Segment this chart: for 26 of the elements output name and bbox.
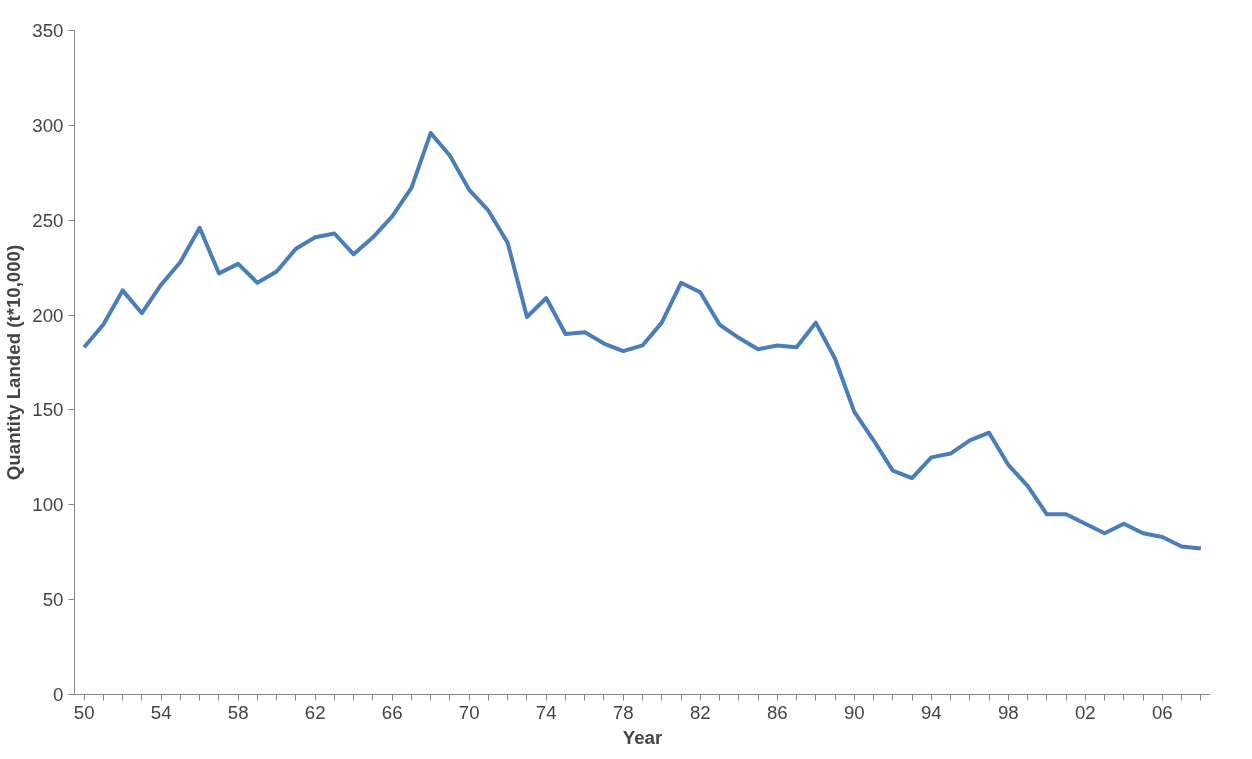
x-tick-label: 50 — [73, 701, 95, 723]
x-tick-label: 62 — [304, 701, 326, 723]
y-tick-label: 350 — [32, 20, 64, 41]
y-tick-label: 200 — [32, 304, 64, 326]
x-tick-label: 54 — [150, 701, 172, 723]
x-tick-label: 66 — [381, 701, 403, 723]
x-tick-label: 94 — [920, 701, 942, 723]
y-tick-label: 50 — [42, 589, 64, 611]
line-series — [82, 130, 1203, 551]
y-axis-title: Quantity Landed (t*10,000) — [3, 244, 25, 481]
y-tick-label: 100 — [32, 494, 64, 516]
x-tick-label: 82 — [689, 701, 711, 723]
y-tick-label: 0 — [53, 684, 64, 705]
x-tick-label: 06 — [1151, 701, 1173, 723]
x-tick-label: 74 — [535, 701, 557, 723]
y-tick-label: 250 — [32, 209, 64, 231]
x-tick-label: 78 — [612, 701, 634, 723]
x-tick-label: 70 — [458, 701, 480, 723]
y-tick-label: 150 — [32, 399, 64, 421]
x-axis-title: Year — [622, 726, 663, 748]
x-tick-label: 58 — [227, 701, 249, 723]
x-tick-label: 90 — [843, 701, 865, 723]
y-tick-label: 300 — [32, 114, 64, 136]
x-tick-label: 86 — [766, 701, 788, 723]
x-tick-label: 02 — [1074, 701, 1096, 723]
x-tick-label: 98 — [997, 701, 1019, 723]
